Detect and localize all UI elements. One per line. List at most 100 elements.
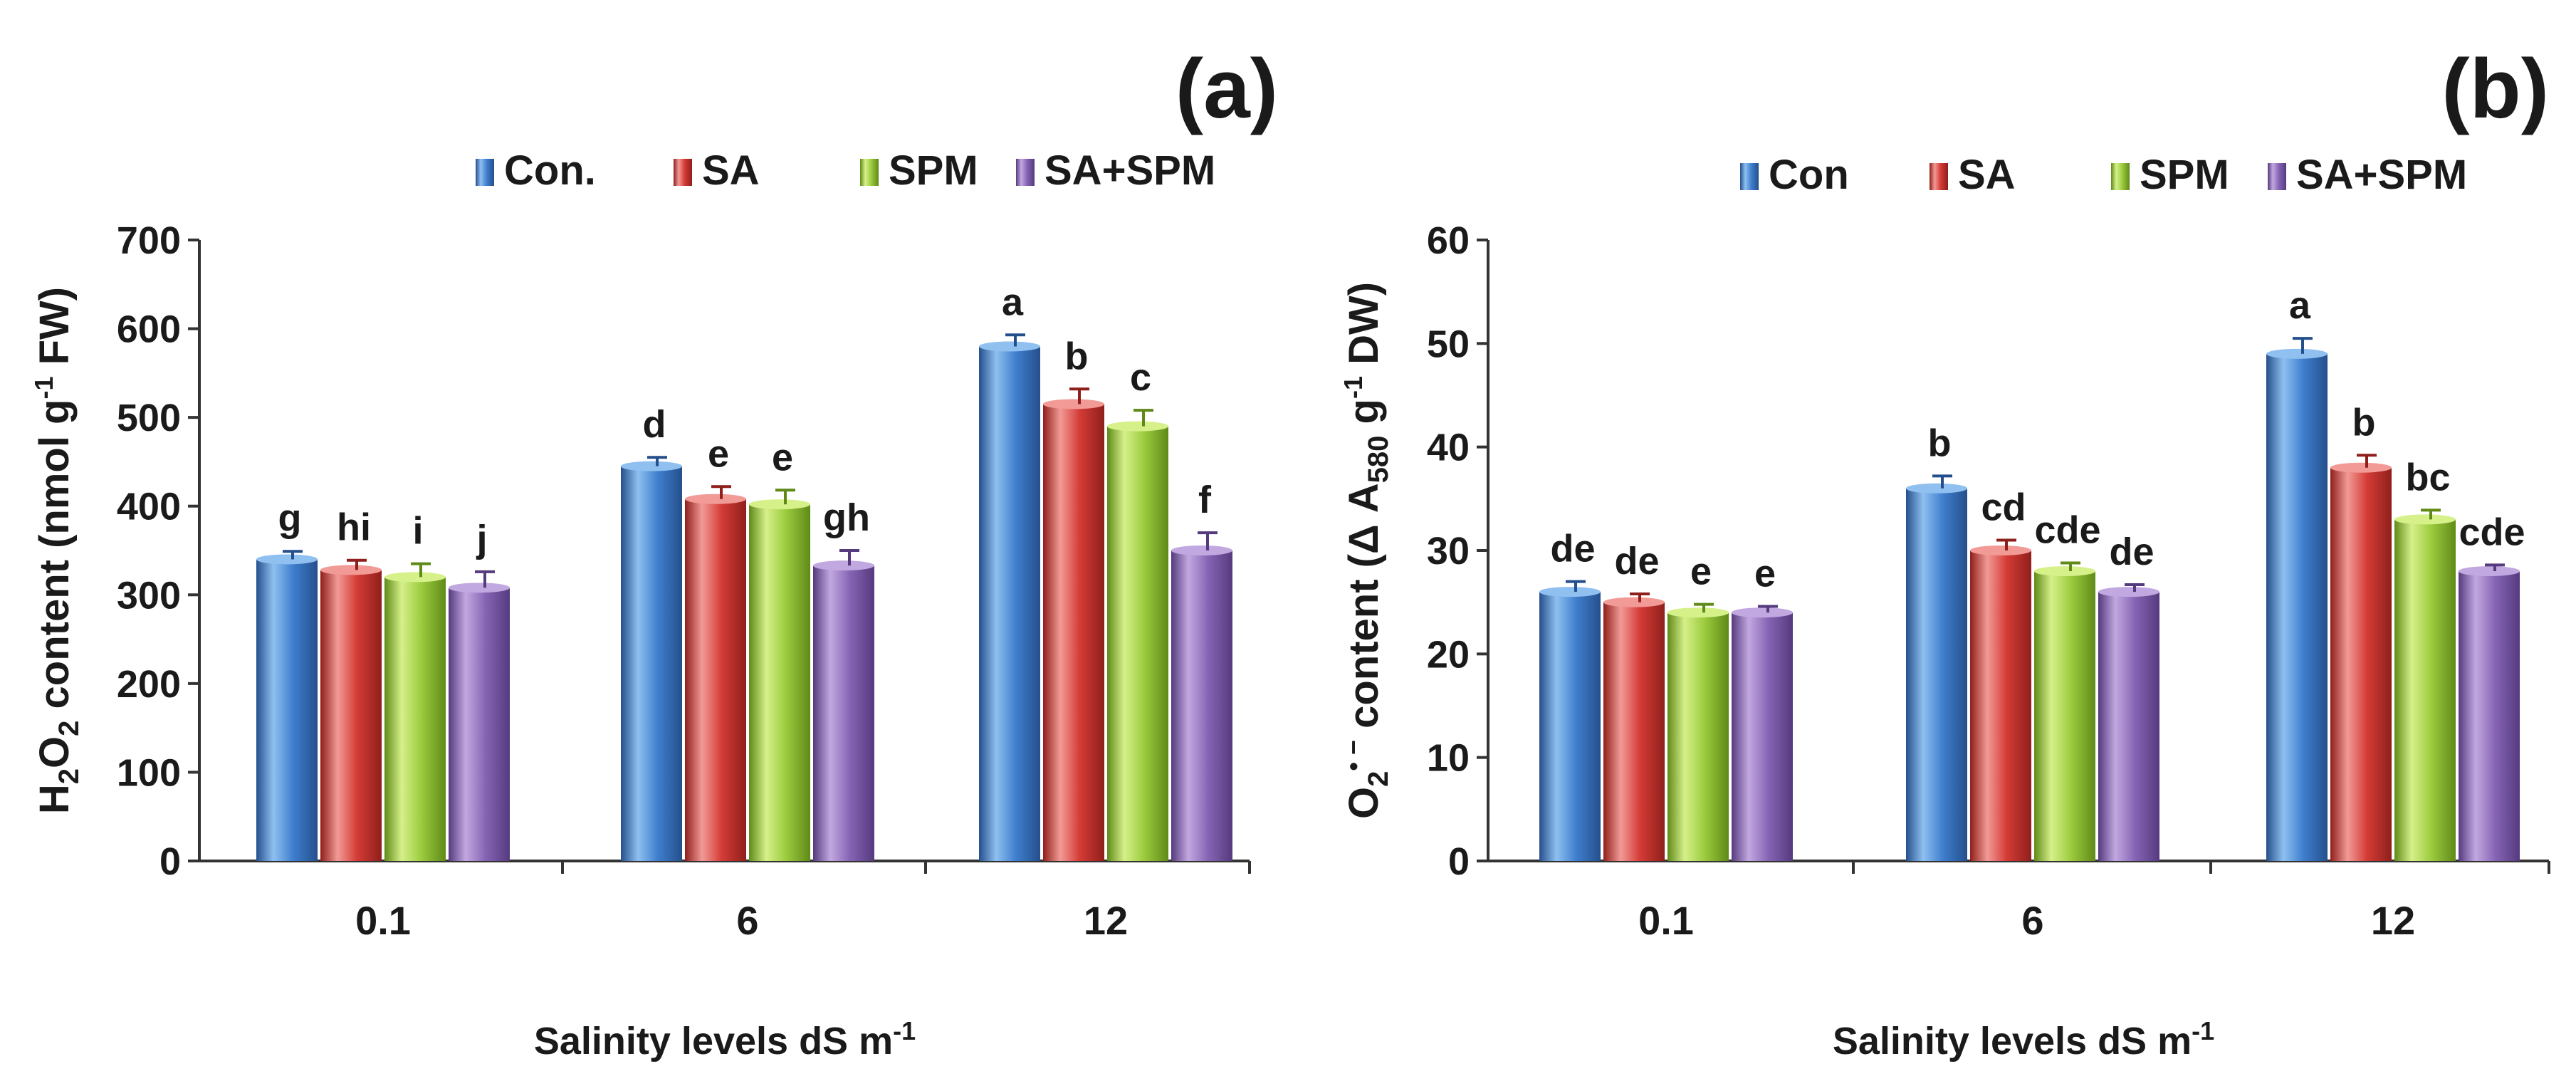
bar-cap bbox=[1970, 545, 2031, 555]
legend-swatch bbox=[2268, 163, 2286, 190]
bar bbox=[1539, 592, 1601, 861]
legend-label: Con bbox=[1769, 152, 1849, 198]
bar-cap bbox=[1603, 597, 1665, 607]
legend-swatch bbox=[674, 159, 692, 186]
panel-label: (a) bbox=[1176, 42, 1278, 136]
significance-letter: e bbox=[772, 436, 793, 479]
bar-cap bbox=[320, 565, 382, 575]
y-tick-label: 100 bbox=[117, 751, 181, 794]
bar-cap bbox=[1171, 545, 1232, 555]
bar-cap bbox=[1667, 607, 1729, 618]
significance-letter: f bbox=[1198, 479, 1212, 521]
significance-letter: e bbox=[1754, 552, 1776, 595]
significance-letter: c bbox=[1130, 356, 1151, 399]
y-axis-title: H2O2 content (nmol g-1 FW) bbox=[29, 287, 85, 814]
y-axis: 0 100 200 300 400 500 600 700 bbox=[117, 219, 201, 883]
x-tick-label: 12 bbox=[1084, 898, 1128, 943]
y-tick-label: 0 bbox=[159, 840, 181, 883]
significance-letter: j bbox=[476, 518, 487, 560]
bar bbox=[1107, 426, 1168, 861]
legend-label: SA bbox=[1958, 152, 2016, 198]
bar-cap bbox=[449, 583, 510, 593]
x-tick-label: 12 bbox=[2371, 898, 2415, 943]
bar bbox=[2266, 353, 2328, 861]
legend: Con. SA SPM SA+SPM bbox=[476, 147, 1215, 194]
panel-label: (b) bbox=[2441, 42, 2549, 136]
significance-letter: de bbox=[2109, 531, 2154, 573]
y-tick-label: 10 bbox=[1427, 737, 1470, 780]
legend-swatch bbox=[476, 159, 494, 186]
bar-cap bbox=[685, 494, 746, 504]
y-tick-label: 400 bbox=[117, 486, 181, 528]
y-tick-label: 20 bbox=[1427, 633, 1470, 676]
bar-cap bbox=[813, 560, 874, 571]
y-tick-label: 200 bbox=[117, 663, 181, 706]
x-axis: 0.1 6 12 bbox=[1488, 860, 2550, 943]
legend-swatch bbox=[860, 159, 879, 186]
x-tick-label: 0.1 bbox=[1638, 898, 1694, 943]
legend-label: SPM bbox=[889, 147, 978, 194]
legend: Con SA SPM SA+SPM bbox=[1740, 152, 2467, 198]
legend-swatch bbox=[1740, 163, 1759, 190]
significance-letter: g bbox=[278, 497, 302, 540]
x-axis-title: Salinity levels dS m-1 bbox=[1833, 1016, 2214, 1062]
bar-cap bbox=[2098, 587, 2159, 597]
bar-cap bbox=[2330, 462, 2392, 473]
bar bbox=[1906, 488, 1967, 861]
bar bbox=[320, 570, 382, 861]
chart-panel-a: (a) Con. SA SPM SA+SPM 0 100 200 300 400 500 600 700… bbox=[29, 42, 1278, 1062]
significance-letter: hi bbox=[337, 506, 371, 549]
x-axis-title: Salinity levels dS m-1 bbox=[534, 1016, 916, 1062]
bar bbox=[1667, 612, 1729, 861]
significance-letter: bc bbox=[2405, 456, 2450, 498]
legend-label: SA+SPM bbox=[1044, 147, 1215, 194]
significance-letter: d bbox=[643, 403, 666, 446]
y-tick-label: 0 bbox=[1448, 840, 1470, 883]
legend-label: SPM bbox=[2140, 152, 2229, 198]
legend-label: SA+SPM bbox=[2296, 152, 2467, 198]
bar-cap bbox=[621, 461, 682, 471]
bar bbox=[2034, 571, 2095, 861]
bar bbox=[1043, 404, 1104, 861]
significance-letter: b bbox=[1065, 335, 1089, 377]
significance-letter: a bbox=[1002, 281, 1024, 323]
x-tick-label: 6 bbox=[2021, 898, 2043, 943]
bar-cap bbox=[1043, 399, 1104, 409]
bar-cap bbox=[2266, 348, 2328, 359]
bar-cap bbox=[1732, 607, 1793, 618]
significance-letter: cd bbox=[1981, 486, 2026, 528]
bar-cap bbox=[1107, 421, 1168, 432]
bar-cap bbox=[749, 499, 810, 510]
bar-cap bbox=[1906, 483, 1967, 494]
bar-cap bbox=[979, 341, 1040, 352]
significance-letter: gh bbox=[823, 496, 870, 539]
bar bbox=[1171, 550, 1232, 861]
significance-letter: b bbox=[1928, 422, 1952, 464]
x-tick-label: 6 bbox=[736, 898, 758, 943]
significance-letter: cde bbox=[2034, 508, 2100, 551]
bar-cap bbox=[2394, 514, 2456, 525]
significance-letter: a bbox=[2289, 284, 2311, 327]
y-tick-label: 700 bbox=[117, 219, 181, 262]
y-tick-label: 30 bbox=[1427, 530, 1470, 573]
y-tick-label: 60 bbox=[1427, 219, 1470, 262]
significance-letter: de bbox=[1550, 528, 1595, 570]
y-tick-label: 600 bbox=[117, 308, 181, 351]
legend-swatch bbox=[2111, 163, 2130, 190]
bar bbox=[1603, 602, 1665, 861]
y-tick-label: 300 bbox=[117, 574, 181, 617]
bar bbox=[256, 559, 318, 861]
bar-cap bbox=[256, 554, 318, 565]
bar bbox=[384, 577, 446, 861]
legend-label: Con. bbox=[504, 147, 596, 194]
y-axis: 0 10 20 30 40 50 60 bbox=[1427, 219, 1489, 883]
bar bbox=[685, 498, 746, 861]
bar-cap bbox=[1539, 587, 1601, 597]
y-tick-label: 40 bbox=[1427, 427, 1470, 469]
significance-letter: e bbox=[708, 432, 729, 475]
bar bbox=[449, 588, 510, 861]
